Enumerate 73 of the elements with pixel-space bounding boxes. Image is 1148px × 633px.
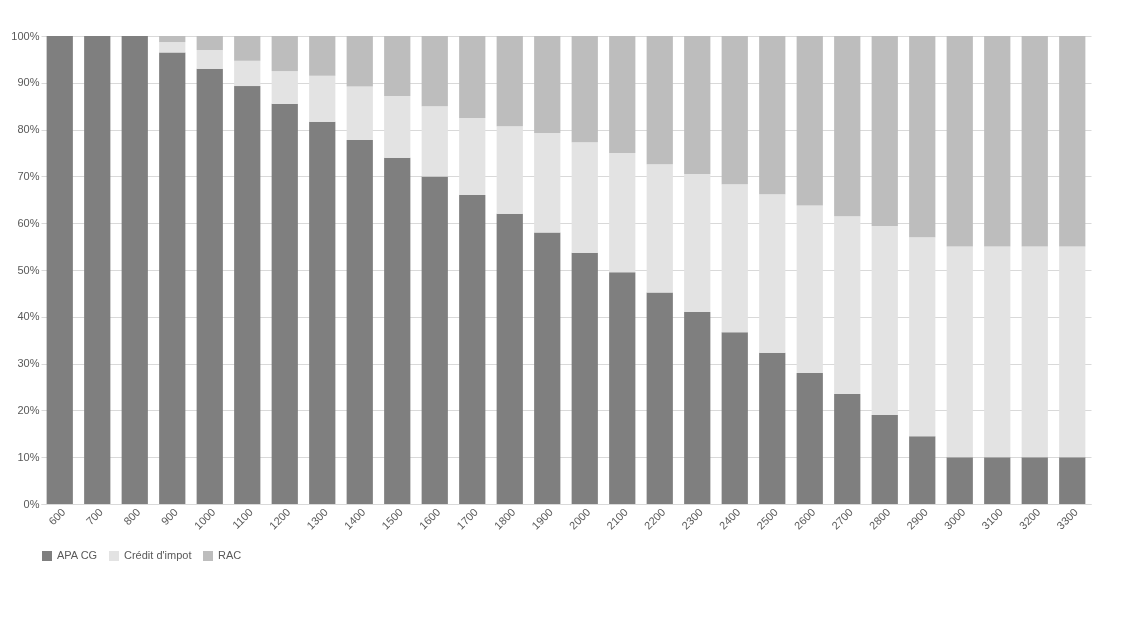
bar: [1021, 36, 1048, 247]
bar: [46, 36, 73, 504]
bar: [234, 36, 261, 61]
bar: [721, 36, 748, 185]
bar: [309, 121, 336, 504]
y-tick-label: 40%: [17, 310, 40, 323]
bar: [196, 36, 223, 51]
bar: [459, 195, 486, 504]
bar: [984, 457, 1011, 504]
bar: [909, 436, 936, 504]
bar: [834, 36, 861, 217]
y-tick-label: 70%: [17, 169, 40, 182]
x-tick-label: 600: [46, 505, 68, 528]
bar: [534, 232, 561, 504]
bar: [759, 352, 786, 504]
bar: [646, 36, 673, 165]
bar: [196, 68, 223, 504]
bar: [121, 36, 148, 504]
y-tick-label: 10%: [17, 450, 40, 463]
bar: [459, 36, 486, 118]
bar: [534, 36, 561, 133]
bar: [984, 36, 1011, 247]
bar: [646, 292, 673, 504]
x-tick-label: 800: [121, 505, 143, 528]
bar: [196, 50, 223, 69]
bar: [159, 52, 186, 504]
bar: [571, 252, 598, 504]
y-tick-label: 50%: [17, 263, 40, 276]
bar: [421, 36, 448, 107]
bar: [721, 332, 748, 504]
legend-label: RAC: [218, 549, 242, 561]
y-tick-label: 90%: [17, 76, 40, 89]
bar: [271, 103, 298, 504]
bar: [421, 176, 448, 504]
bar: [609, 36, 636, 153]
bar: [384, 157, 411, 504]
bar: [159, 36, 186, 43]
bar: [1059, 457, 1086, 504]
legend-label: Crédit d'impot: [124, 549, 192, 561]
bar: [796, 36, 823, 206]
bar: [1059, 36, 1086, 247]
bar: [496, 36, 523, 127]
bar: [796, 372, 823, 504]
bar: [909, 36, 936, 238]
bar: [346, 139, 373, 504]
bar: [271, 36, 298, 72]
bar: [759, 36, 786, 195]
bar: [834, 394, 861, 504]
bar: [159, 42, 186, 53]
bar: [684, 312, 711, 504]
y-tick-label: 80%: [17, 123, 40, 136]
bar: [1021, 457, 1048, 504]
bar: [346, 36, 373, 87]
bar: [571, 36, 598, 143]
bar: [384, 36, 411, 96]
y-tick-label: 0%: [23, 497, 40, 510]
bar: [871, 415, 898, 504]
y-tick-label: 100%: [11, 29, 40, 42]
bar: [609, 272, 636, 504]
bar: [684, 36, 711, 175]
bar: [309, 36, 336, 76]
y-tick-label: 20%: [17, 403, 40, 416]
bar: [946, 36, 973, 247]
x-tick-label: 900: [158, 505, 181, 528]
bar: [234, 86, 261, 504]
x-tick-label: 700: [83, 505, 106, 528]
y-tick-label: 30%: [17, 357, 40, 370]
bar: [496, 213, 523, 504]
legend-label: APA CG: [57, 549, 98, 561]
bar: [946, 457, 973, 504]
bar: [871, 36, 898, 227]
bar: [84, 36, 111, 504]
y-tick-label: 60%: [17, 216, 40, 229]
